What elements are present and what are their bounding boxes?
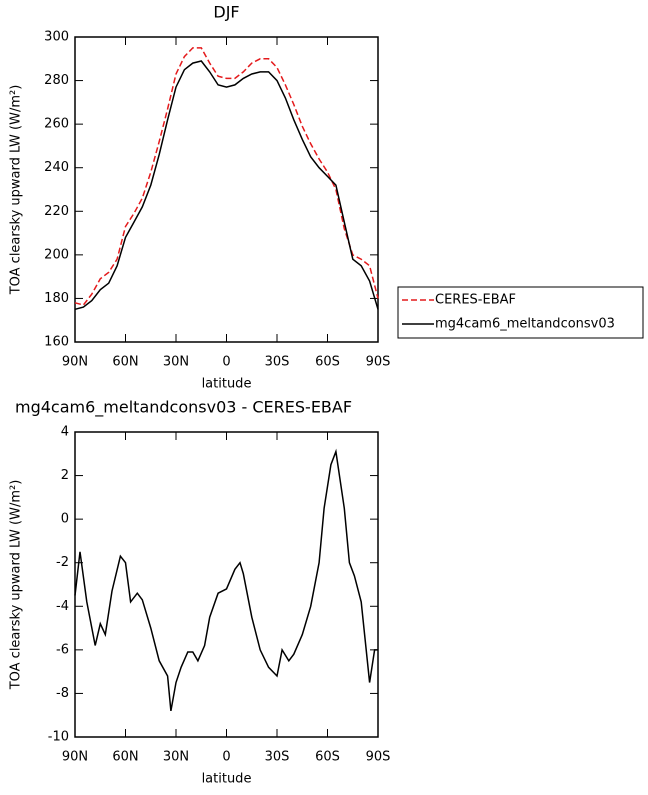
y-tick-label: 160 [44,335,69,350]
y-tick-label: -10 [48,730,69,745]
y-tick-label: 2 [61,468,69,483]
y-tick-label: 220 [44,204,69,219]
x-tick-label: 30S [265,355,290,370]
x-tick-label: 60S [315,750,340,765]
chart-title: DJF [213,3,239,22]
x-tick-label: 60S [315,355,340,370]
y-tick-label: -2 [56,555,69,570]
x-tick-label: 90S [366,355,391,370]
x-tick-label: 30N [163,355,189,370]
y-tick-label: 200 [44,247,69,262]
x-tick-label: 0 [222,355,230,370]
plot-frame [74,36,379,343]
legend-label: CERES-EBAF [435,293,516,308]
data-line [74,47,379,306]
y-tick-label: 260 [44,117,69,132]
x-axis-label: latitude [202,377,252,392]
y-tick-label: -4 [56,599,69,614]
y-tick-label: 280 [44,73,69,88]
data-line [74,60,379,311]
y-tick-label: 300 [44,30,69,45]
y-tick-label: 180 [44,291,69,306]
x-tick-label: 90N [62,355,88,370]
x-tick-label: 30N [163,750,189,765]
data-line [74,448,378,712]
y-tick-label: 240 [44,160,69,175]
x-tick-label: 90N [62,750,88,765]
x-tick-label: 0 [222,750,230,765]
x-tick-label: 60N [112,750,138,765]
y-axis-label: TOA clearsky upward LW (W/m²) [9,480,24,691]
chart-title: mg4cam6_meltandconsv03 - CERES-EBAF [15,398,352,418]
legend-label: mg4cam6_meltandconsv03 [435,317,615,332]
y-tick-label: 0 [61,512,69,527]
y-tick-label: -6 [56,642,69,657]
x-axis-label: latitude [202,772,252,787]
plot-frame [74,431,379,738]
y-tick-label: -8 [56,686,69,701]
x-tick-label: 30S [265,750,290,765]
x-tick-label: 90S [366,750,391,765]
y-axis-label: TOA clearsky upward LW (W/m²) [9,85,24,296]
legend-frame [397,286,644,339]
x-tick-label: 60N [112,355,138,370]
y-tick-label: 4 [61,425,69,440]
